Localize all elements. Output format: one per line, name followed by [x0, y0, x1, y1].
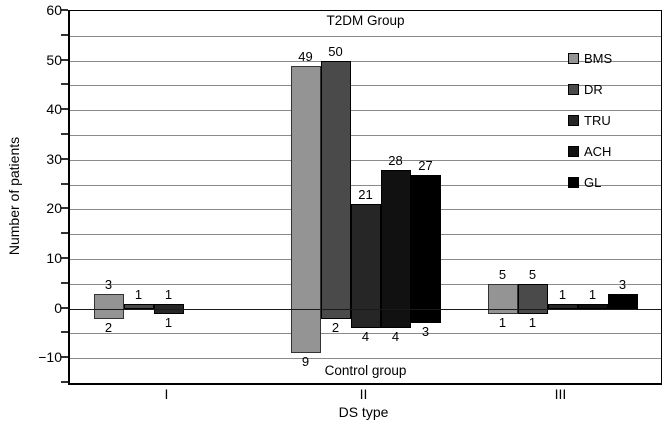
bms-swatch-icon	[568, 53, 579, 64]
bar-value-label: 9	[301, 354, 310, 370]
bar-value-label: 49	[298, 48, 313, 64]
y-tick-label: −10	[38, 349, 62, 366]
bar-value-label: 5	[498, 266, 507, 282]
gridline	[70, 333, 661, 335]
gridline	[70, 60, 661, 62]
gridline	[70, 184, 661, 186]
gridline	[70, 358, 661, 360]
y-tick-mark	[61, 306, 68, 309]
gridline	[70, 35, 661, 37]
legend-label: GL	[584, 175, 602, 190]
bar-value-label: 1	[528, 314, 537, 330]
bar-ach-III	[577, 303, 608, 309]
bar-gl-II	[410, 174, 441, 324]
bar-value-label: 3	[618, 276, 627, 292]
y-tick-mark	[61, 356, 68, 359]
y-tick-mark	[61, 331, 68, 334]
gridline	[70, 85, 661, 87]
bar-value-label: 5	[528, 266, 537, 282]
bar-value-label: 1	[164, 286, 173, 302]
bar-value-label: 27	[418, 157, 433, 173]
bar-value-label: 3	[421, 324, 430, 340]
bar-value-label: 1	[558, 286, 567, 302]
dr-swatch-icon	[568, 84, 579, 95]
y-tick-mark	[61, 257, 68, 259]
x-category-label-iii: III	[554, 386, 567, 402]
y-tick-label: 30	[46, 150, 62, 167]
plot-area: T2DM Group Control group 3 2 1 1 1 49 9 50 2 21 4 2…	[68, 10, 662, 385]
bar-value-label: 2	[104, 319, 113, 335]
legend-label: TRU	[584, 113, 611, 128]
tru-swatch-icon	[568, 115, 579, 126]
gridline	[70, 110, 661, 112]
bar-value-label: 1	[164, 314, 173, 330]
bar-value-label: 2	[331, 319, 340, 335]
control-group-annotation: Control group	[324, 363, 407, 379]
gridline	[70, 135, 661, 136]
y-tick-mark	[61, 381, 68, 383]
bar-gl-III	[607, 293, 638, 309]
bar-value-label: 1	[498, 314, 507, 330]
y-tick-mark	[61, 281, 68, 284]
x-category-label-ii: II	[359, 386, 368, 402]
bar-value-label: 1	[134, 286, 143, 302]
bar-value-label: 1	[588, 286, 597, 302]
legend-label: ACH	[584, 144, 612, 159]
bar-value-label: 28	[388, 152, 403, 168]
ach-swatch-icon	[568, 146, 579, 157]
bar-dr-II	[320, 60, 351, 319]
bar-tru-I	[153, 303, 184, 314]
y-tick-mark	[61, 83, 68, 86]
chart-title: T2DM Group	[326, 13, 405, 28]
zero-axis-line	[70, 308, 661, 310]
legend-label: DR	[584, 82, 603, 97]
bar-dr-I	[123, 303, 154, 309]
y-tick-label: 20	[46, 200, 62, 217]
gridline	[70, 159, 661, 161]
y-tick-mark	[61, 33, 68, 36]
y-tick-mark	[61, 182, 68, 185]
bar-value-label: 21	[358, 187, 373, 203]
x-axis-title: DS type	[338, 404, 389, 420]
bar-tru-II	[350, 204, 381, 329]
bar-value-label: 4	[391, 329, 400, 345]
bar-dr-III	[517, 283, 548, 314]
y-tick-mark	[61, 133, 68, 135]
y-tick-mark	[61, 157, 68, 160]
bar-value-label: 4	[361, 329, 370, 345]
y-tick-mark	[61, 108, 68, 111]
y-tick-label: 0	[54, 299, 62, 316]
bar-value-label: 3	[104, 276, 113, 292]
bar-value-label: 50	[328, 43, 343, 59]
y-tick-label: 40	[46, 101, 62, 118]
bar-bms-III	[487, 283, 518, 314]
bar-tru-III	[547, 303, 578, 309]
y-tick-mark	[61, 9, 68, 11]
y-tick-label: 60	[46, 2, 62, 18]
y-tick-label: 50	[46, 51, 62, 68]
legend-label: BMS	[584, 51, 613, 66]
y-tick-mark	[61, 58, 68, 61]
gl-swatch-icon	[568, 177, 579, 188]
y-tick-label: 10	[46, 250, 62, 266]
x-category-label-i: I	[164, 386, 169, 402]
y-tick-mark	[61, 207, 68, 210]
bar-bms-I	[93, 293, 124, 319]
bar-bms-II	[290, 65, 321, 354]
y-tick-mark	[61, 232, 68, 235]
bar-ach-II	[380, 169, 411, 329]
